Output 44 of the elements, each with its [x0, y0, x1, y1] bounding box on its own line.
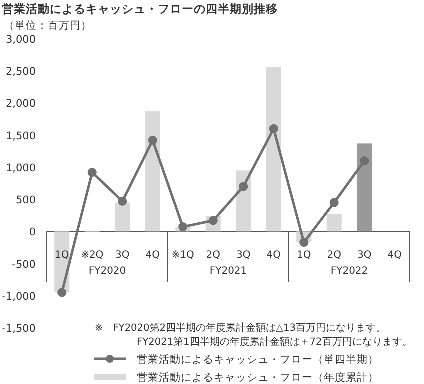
- annotation: FY2022: [330, 266, 368, 277]
- point: [88, 168, 97, 178]
- x-tick-label: ※2Q: [81, 250, 104, 261]
- x-tick-label: 4Q: [266, 250, 282, 261]
- point: [300, 238, 309, 248]
- point: [360, 156, 370, 166]
- point: [178, 222, 188, 232]
- bar: [326, 214, 342, 232]
- point: [330, 198, 339, 208]
- bar: [145, 112, 160, 232]
- y-tick-label: -1,500: [2, 323, 36, 335]
- legend-label: 営業活動によるキャッシュ・フロー（単四半期）: [137, 353, 379, 366]
- x-tick-label: 1Q: [297, 250, 312, 261]
- x-tick-label: 3Q: [358, 250, 372, 261]
- x-tick-label: 1Q: [55, 250, 70, 261]
- annotation: FY2021: [210, 266, 248, 277]
- annotation: FY2020: [88, 266, 126, 277]
- y-axis-title: （単位：百万円）: [4, 20, 92, 32]
- point: [58, 288, 67, 298]
- y-tick-label: 1,500: [6, 130, 36, 142]
- y-tick-label: 2,500: [6, 66, 36, 78]
- x-tick-label: 4Q: [388, 250, 402, 261]
- bar: [266, 67, 282, 232]
- x-tick-label: 4Q: [146, 250, 160, 261]
- y-tick-label: 500: [16, 194, 36, 207]
- chart-title: 営業活動によるキャッシュ・フローの四半期別推移: [2, 2, 278, 16]
- x-tick-label: 2Q: [327, 250, 342, 261]
- y-tick-label: 2,000: [6, 98, 36, 110]
- x-tick-label: 3Q: [236, 250, 251, 261]
- y-tick-label: -1,000: [2, 290, 36, 303]
- x-tick-label: 2Q: [206, 250, 221, 261]
- bar: [357, 144, 372, 232]
- y-tick-label: 1,000: [6, 162, 36, 174]
- point: [239, 182, 248, 192]
- point: [118, 196, 128, 206]
- y-tick-label: 0: [29, 226, 36, 239]
- y-tick-label: 3,000: [6, 34, 36, 46]
- x-tick-label: 3Q: [116, 250, 130, 261]
- legend-label: 営業活動によるキャッシュ・フロー（年度累計）: [137, 371, 379, 384]
- bar: [115, 202, 130, 232]
- y-tick-label: -500: [12, 258, 36, 271]
- x-tick-label: ※1Q: [172, 250, 195, 261]
- point: [148, 136, 158, 145]
- point: [269, 124, 278, 134]
